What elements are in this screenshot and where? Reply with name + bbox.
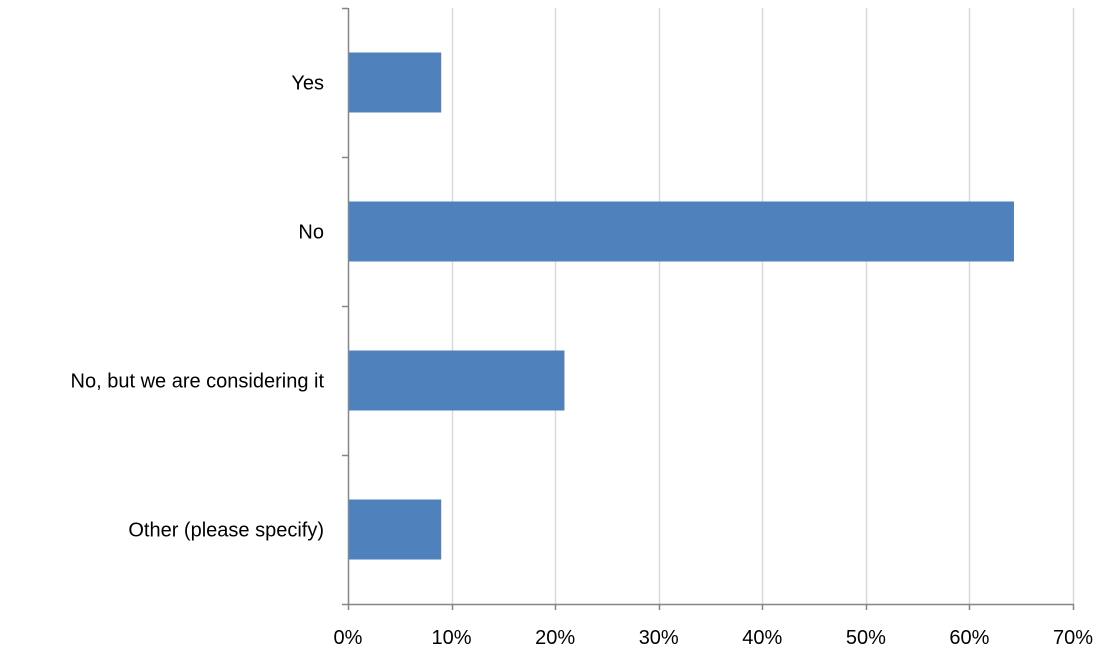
x-tick-label: 40% [742, 627, 782, 649]
x-tick-label: 60% [949, 627, 989, 649]
bar [348, 350, 565, 411]
x-tick-label: 50% [846, 627, 886, 649]
bar [348, 52, 442, 113]
x-tick-label: 10% [432, 627, 472, 649]
x-tick-label: 20% [535, 627, 575, 649]
labels: 0% 10% 20% 30% 40% 50% 60% 70% Yes No No, but we a… [71, 73, 1094, 650]
bar [348, 201, 1014, 262]
category-label: Other (please specify) [128, 520, 324, 542]
x-tick-label: 30% [639, 627, 679, 649]
gridlines [451, 8, 1075, 604]
bar [348, 499, 442, 560]
x-tick-label: 70% [1053, 627, 1093, 649]
x-tick-label: 0% [334, 627, 363, 649]
category-label: Yes [291, 73, 324, 95]
category-label: No, but we are considering it [71, 371, 325, 393]
category-label: No [298, 222, 324, 244]
axes [342, 7, 1075, 610]
bars [348, 52, 1014, 560]
